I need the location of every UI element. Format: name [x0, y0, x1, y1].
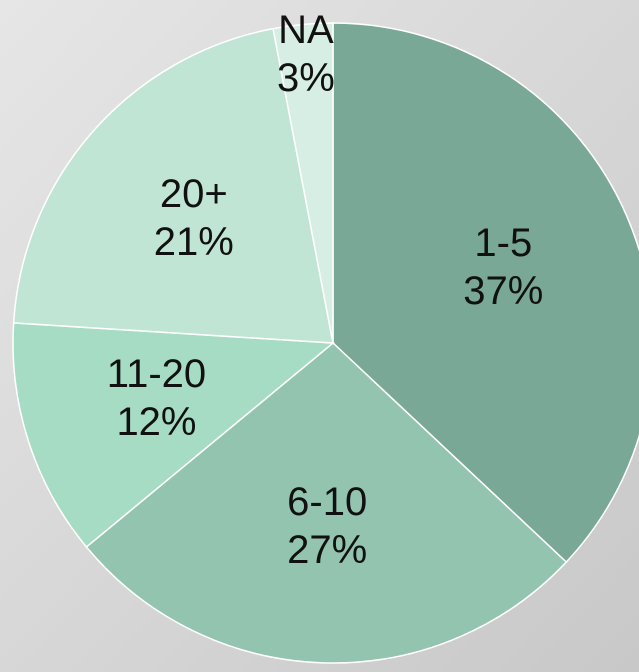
- slice-value-label: 27%: [287, 528, 367, 572]
- pie-slice: [12, 27, 334, 344]
- slice-value-label: 37%: [463, 269, 543, 313]
- pie-slice: [332, 22, 639, 564]
- slice-label: 6-10: [287, 480, 367, 524]
- slice-label: 20+: [160, 172, 228, 216]
- slice-value-label: 3%: [277, 56, 335, 100]
- pie-slice: [272, 22, 334, 344]
- slice-label: NA: [278, 8, 334, 52]
- slice-label: 11-20: [107, 352, 206, 396]
- slice-value-label: 21%: [154, 220, 234, 264]
- pie-slice: [12, 322, 335, 549]
- pie-slice: [85, 342, 568, 664]
- slice-value-label: 12%: [116, 400, 196, 444]
- slice-label: 1-5: [474, 221, 532, 265]
